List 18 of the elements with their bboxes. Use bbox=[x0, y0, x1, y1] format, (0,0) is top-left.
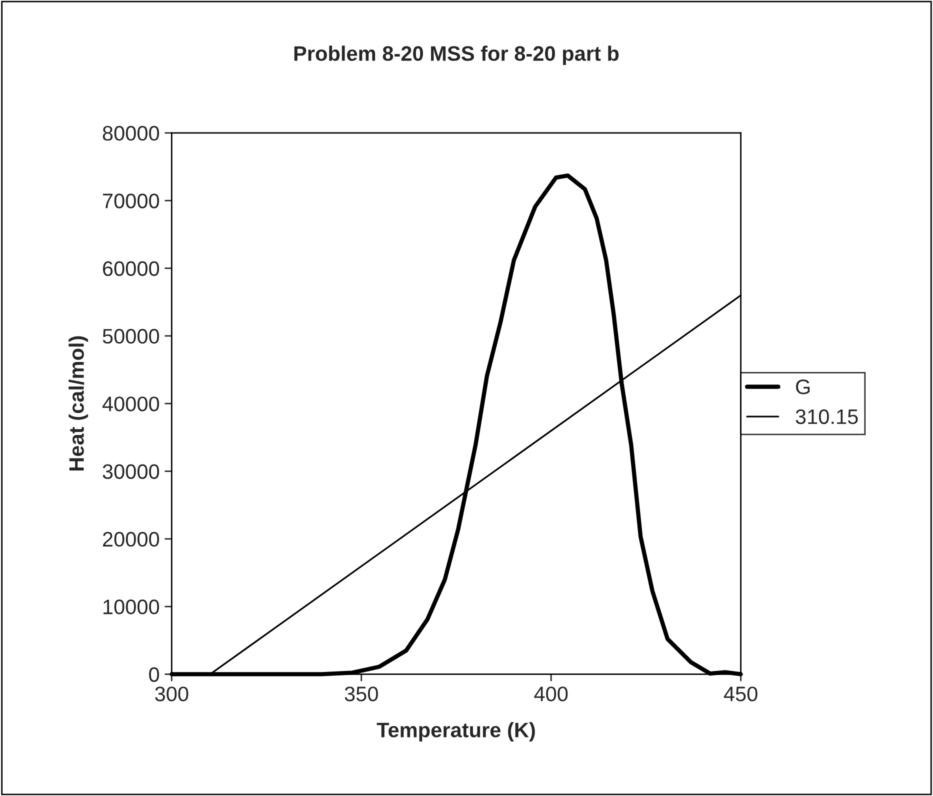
x-tick-label: 400 bbox=[534, 686, 568, 702]
x-tick-label: 450 bbox=[724, 686, 758, 702]
y-tick-label: 20000 bbox=[102, 532, 160, 547]
chart-title: Problem 8-20 MSS for 8-20 part b bbox=[294, 46, 619, 66]
y-tick-label: 60000 bbox=[103, 261, 160, 276]
y-tick-label: 80000 bbox=[102, 126, 160, 141]
y-tick-label: 40000 bbox=[102, 396, 160, 412]
y-tick-label: 50000 bbox=[102, 328, 160, 344]
x-axis-title: Temperature (K) bbox=[376, 722, 535, 742]
y-tick-label: 10000 bbox=[104, 600, 160, 614]
legend-label: 310.15 bbox=[796, 409, 858, 424]
y-tick-label: 70000 bbox=[103, 194, 160, 208]
legend-label: G bbox=[796, 379, 810, 394]
y-axis-title: Heat (cal/mol) bbox=[68, 336, 88, 470]
y-tick-label: 30000 bbox=[102, 464, 160, 479]
x-tick-label: 350 bbox=[344, 686, 378, 702]
y-tick-label: 0 bbox=[149, 667, 160, 682]
x-tick-label: 300 bbox=[155, 686, 188, 702]
